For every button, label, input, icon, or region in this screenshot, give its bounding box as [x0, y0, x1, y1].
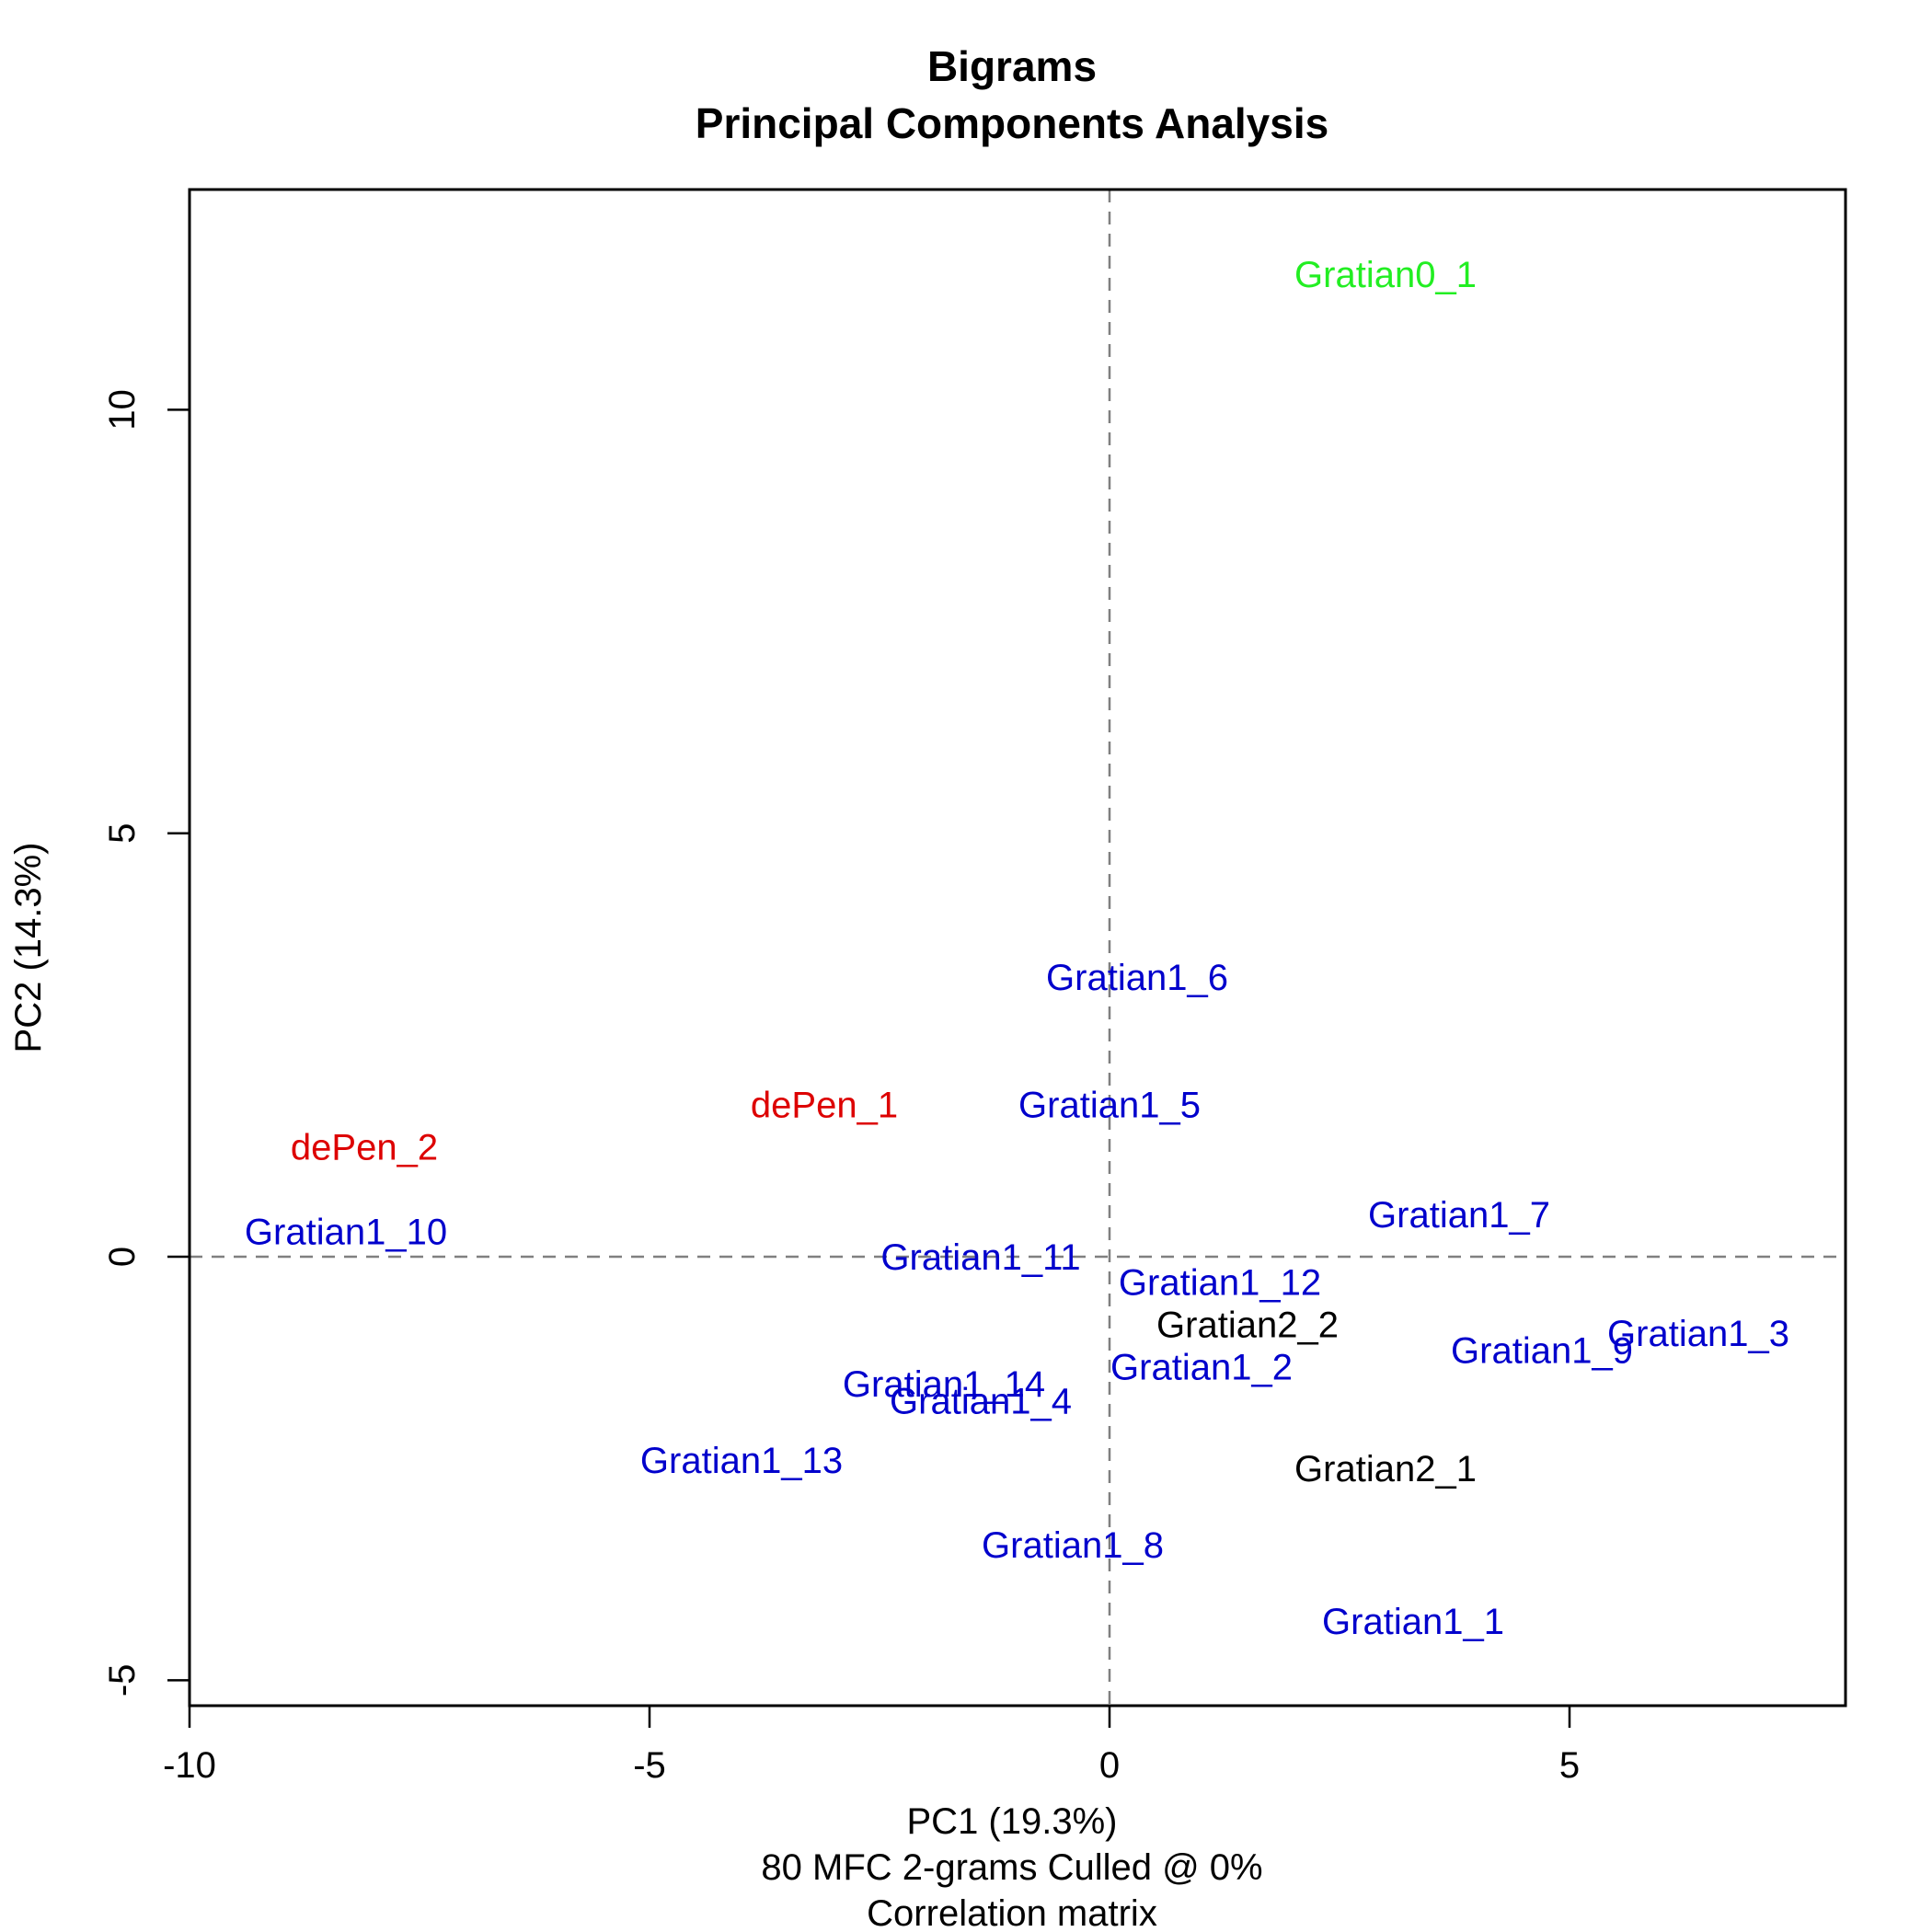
x-axis-note: Correlation matrix — [867, 1893, 1157, 1932]
point-label: Gratian1_11 — [880, 1237, 1080, 1278]
point-label: Gratian1_1 — [1322, 1602, 1504, 1642]
y-axis-label: PC2 (14.3%) — [8, 843, 49, 1053]
point-label: Gratian1_3 — [1607, 1314, 1789, 1354]
x-axis: -10 -5 0 5 — [163, 1704, 1580, 1786]
plot-area: Gratian0_1 Gratian1_6 dePen_1 Gratian1_5 deP… — [190, 190, 1846, 1706]
y-tick-label: 5 — [102, 823, 143, 844]
x-axis-label: PC1 (19.3%) — [907, 1801, 1118, 1842]
y-axis: -5 0 5 10 — [102, 389, 191, 1697]
x-tick-label: 5 — [1559, 1745, 1580, 1786]
x-axis-subtitle: 80 MFC 2-grams Culled @ 0% — [761, 1847, 1262, 1888]
y-tick-label: 10 — [102, 389, 143, 431]
point-label: Gratian1_2 — [1110, 1348, 1293, 1388]
point-label: Gratian2_2 — [1156, 1305, 1339, 1346]
point-label: Gratian0_1 — [1294, 255, 1477, 295]
point-label: Gratian1_5 — [1018, 1085, 1201, 1125]
plot-frame — [188, 188, 1847, 1708]
point-label: Gratian1_4 — [890, 1382, 1072, 1422]
point-label: Gratian1_14 — [843, 1364, 1045, 1405]
point-label: Gratian1_10 — [245, 1212, 447, 1252]
x-tick-label: -5 — [633, 1745, 666, 1786]
point-label: Gratian1_6 — [1046, 958, 1228, 998]
point-label: Gratian1_9 — [1451, 1330, 1633, 1371]
x-tick-label: 0 — [1099, 1745, 1120, 1786]
point-label: Gratian1_7 — [1368, 1195, 1550, 1236]
y-tick-label: 0 — [102, 1247, 143, 1267]
point-label: Gratian1_8 — [982, 1525, 1164, 1566]
point-label: dePen_2 — [291, 1127, 438, 1167]
x-tick-label: -10 — [163, 1745, 216, 1786]
chart-title-line-2: Principal Components Analysis — [696, 99, 1328, 147]
point-label: Gratian2_1 — [1294, 1449, 1477, 1489]
y-tick-label: -5 — [102, 1664, 143, 1697]
point-label: Gratian1_13 — [640, 1441, 843, 1481]
point-label: Gratian1_12 — [1119, 1263, 1321, 1304]
chart-title-line-1: Bigrams — [927, 42, 1097, 90]
point-label: dePen_1 — [751, 1085, 898, 1125]
